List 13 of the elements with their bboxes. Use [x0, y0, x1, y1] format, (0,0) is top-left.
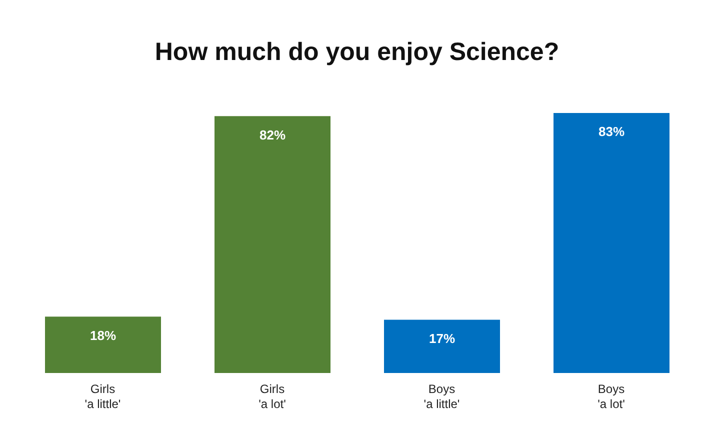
x-tick-label: Girls 'a lot' — [258, 382, 286, 411]
data-label: 17% — [428, 330, 456, 346]
x-tick-label: Boys 'a lot' — [598, 382, 625, 411]
bar — [384, 320, 500, 373]
x-tick-label: Boys 'a little' — [424, 382, 460, 411]
data-label: 83% — [598, 124, 625, 140]
bar — [554, 113, 670, 373]
data-label: 82% — [259, 127, 286, 142]
bar — [45, 316, 161, 373]
data-label: 18% — [90, 328, 116, 343]
bar — [214, 116, 330, 373]
chart-title: How much do you enjoy Science? — [154, 38, 560, 67]
x-tick-label: Girls 'a little' — [84, 382, 121, 411]
